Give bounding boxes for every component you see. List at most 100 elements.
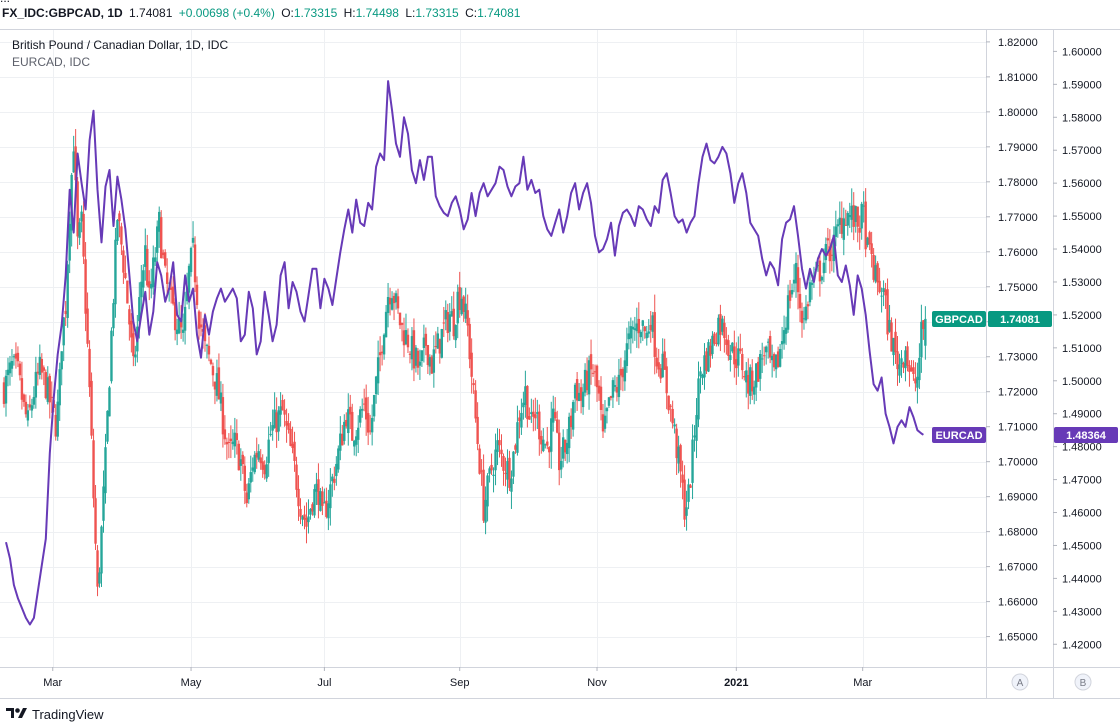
candle-body	[468, 323, 471, 360]
candle-body	[882, 288, 885, 293]
candle-body	[175, 329, 179, 335]
scale-b-tick-label: 1.70000	[998, 457, 1038, 469]
grid-lines	[0, 30, 986, 667]
candle-body	[870, 243, 873, 255]
candle-body	[866, 237, 869, 245]
candle-body	[243, 465, 246, 491]
candle-body	[72, 151, 75, 173]
candle-body	[508, 457, 511, 488]
candle-body	[444, 310, 447, 320]
candle-body	[898, 364, 901, 376]
scale-a-tick-label: 1.57000	[1062, 145, 1102, 157]
candle-body	[894, 331, 897, 353]
candle-body	[398, 312, 402, 326]
candle-body	[303, 514, 306, 520]
candle-body	[442, 322, 445, 324]
candle-body	[872, 255, 875, 280]
candle-body	[906, 346, 909, 366]
candle-body	[854, 206, 857, 223]
candle-body	[631, 326, 635, 330]
candle-body	[593, 371, 597, 373]
candle-body	[114, 239, 117, 305]
candle-body	[770, 355, 774, 361]
scale-a-tick-label: 1.55000	[1062, 211, 1102, 223]
candle-body	[753, 386, 756, 395]
scale-a-tick-label: 1.44000	[1062, 573, 1102, 585]
candle-body	[611, 380, 615, 398]
candle-body	[64, 310, 67, 315]
candle-body	[34, 371, 38, 398]
candle-body	[297, 488, 300, 507]
close-label: C:	[465, 6, 478, 20]
candle-body	[834, 226, 838, 237]
candle-body	[466, 310, 469, 326]
candle-body	[146, 248, 149, 286]
candle-body	[313, 489, 316, 516]
chart-canvas[interactable]: 1.82000 1.81000 1.80000 1.79000 1.78000 1.770…	[0, 26, 1120, 700]
candle-body	[66, 264, 69, 318]
scale-mode-button	[1011, 673, 1029, 691]
scale-a-tick-label: 1.56000	[1062, 178, 1102, 190]
candle-body	[104, 447, 107, 494]
candle-body	[828, 246, 832, 262]
candle-body	[448, 314, 451, 332]
x-tick-label: Mar	[853, 677, 872, 689]
scale-a-tick-label: 1.46000	[1062, 508, 1102, 520]
candle-body	[430, 356, 434, 374]
candle-body	[892, 337, 895, 356]
candle-body	[452, 308, 455, 337]
candle-body	[902, 362, 905, 368]
candle-body	[28, 404, 32, 408]
candle-body	[456, 291, 459, 324]
candle-body	[349, 406, 352, 415]
candle-body	[102, 486, 105, 521]
eurcad-name-tag-bg	[932, 427, 986, 443]
candle-body	[924, 318, 927, 346]
candle-body	[536, 412, 539, 414]
candle-body	[599, 386, 603, 410]
scale-b-tick-label: 1.72000	[998, 387, 1038, 399]
symbol-label: FX_IDC:GBPCAD, 1D	[2, 6, 123, 20]
candle-body	[729, 355, 732, 361]
candle-body	[860, 203, 863, 229]
candle-body	[675, 428, 678, 459]
candle-body	[205, 344, 209, 346]
scale-b-tick-label: 1.69000	[998, 492, 1038, 504]
candle-body	[22, 394, 26, 402]
candle-body	[844, 224, 847, 226]
candle-body	[884, 289, 887, 296]
scale-b-tick-label: 1.66000	[998, 597, 1038, 609]
candle-body	[108, 387, 111, 417]
candle-body	[878, 280, 881, 293]
candle-body	[607, 397, 611, 406]
candle-body	[271, 425, 274, 431]
candle-body	[792, 279, 796, 284]
candle-body	[241, 454, 244, 465]
candle-body	[621, 369, 625, 378]
candle-body	[711, 335, 714, 355]
candle-body	[84, 259, 87, 314]
candle-body	[335, 463, 338, 477]
candle-body	[772, 354, 776, 368]
candle-body	[138, 297, 141, 322]
candle-body	[422, 337, 426, 348]
candle-body	[273, 409, 276, 429]
candle-body	[408, 353, 412, 355]
candle-body	[325, 500, 328, 517]
last-price: 1.74081	[129, 6, 173, 20]
candle-body	[406, 334, 410, 348]
candle-body	[223, 429, 227, 440]
candle-body	[762, 355, 766, 357]
candle-body	[629, 326, 633, 339]
scale-a-tick-label: 1.54000	[1062, 244, 1102, 256]
scale-a-tick-label: 1.52000	[1062, 310, 1102, 322]
candle-body	[774, 354, 778, 370]
candle-body	[364, 397, 368, 420]
candle-body	[434, 345, 438, 347]
eurcad-line	[5, 80, 924, 626]
candle-body	[156, 226, 159, 253]
candle-body	[890, 322, 893, 352]
candle-body	[329, 484, 332, 509]
scale-a-tick-label: 1.50000	[1062, 376, 1102, 388]
candle-body	[440, 329, 443, 358]
